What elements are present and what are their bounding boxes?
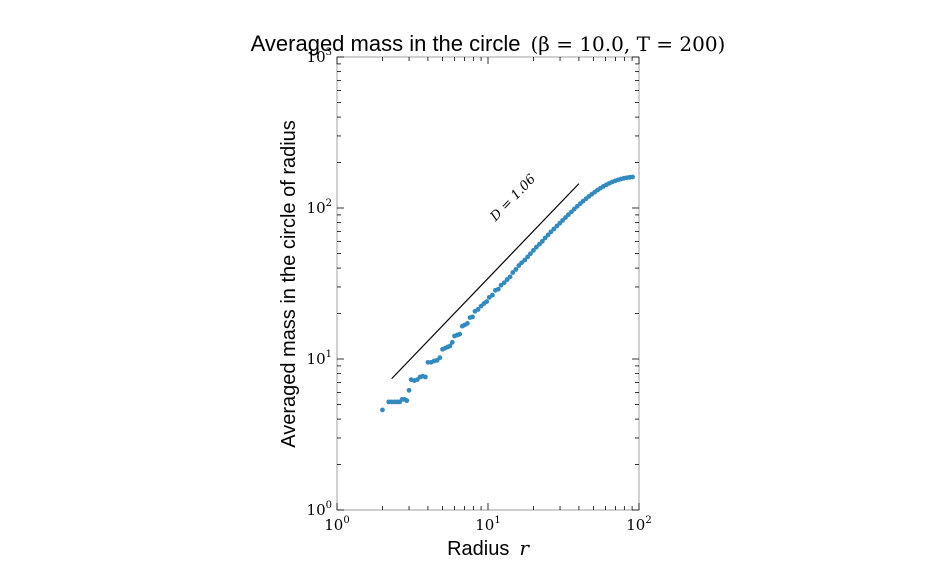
data-point — [525, 254, 531, 260]
y-axis-label: Averaged mass in the circle of radius — [278, 120, 300, 448]
y-tick-label-base: 10 — [307, 48, 326, 66]
y-tick-label: 100 — [307, 500, 332, 519]
y-tick-label-base: 10 — [307, 501, 326, 519]
slope-annotation: D = 1.06 — [487, 172, 539, 225]
data-point — [510, 270, 516, 275]
y-tick-label-base: 10 — [307, 350, 326, 368]
x-tick-label: 101 — [475, 515, 500, 534]
x-tick-label-base: 10 — [324, 516, 343, 534]
y-tick-label-exponent: 0 — [326, 500, 332, 511]
data-point — [531, 247, 536, 253]
data-point — [380, 407, 385, 413]
chart-title-math: (β = 10.0, T = 200) — [530, 32, 725, 56]
data-point — [630, 174, 635, 180]
y-tick-label-exponent: 3 — [326, 47, 332, 58]
data-point — [551, 226, 557, 232]
data-point — [501, 280, 507, 286]
x-tick-label: 102 — [626, 515, 651, 534]
x-axis-label-math: r — [519, 536, 530, 560]
data-point — [542, 235, 548, 241]
x-axis-label-text: Radius — [447, 538, 509, 560]
data-point — [537, 241, 542, 247]
y-tick-label: 101 — [307, 349, 332, 368]
data-point — [404, 398, 410, 404]
data-point — [528, 251, 533, 257]
x-tick-label-exponent: 2 — [645, 515, 651, 526]
data-point — [447, 343, 453, 349]
data-point — [563, 215, 568, 220]
chart-title-text: Averaged mass in the circle — [251, 31, 521, 56]
y-tick-label-exponent: 1 — [326, 349, 332, 360]
data-point — [449, 339, 455, 345]
data-point — [522, 257, 528, 263]
data-point — [513, 267, 519, 272]
x-tick-label-exponent: 1 — [494, 515, 500, 526]
data-point — [545, 232, 551, 238]
data-point — [490, 292, 495, 298]
y-tick-label-base: 10 — [307, 199, 326, 217]
data-point — [484, 299, 490, 304]
data-point — [464, 321, 470, 326]
data-points — [380, 174, 635, 413]
data-point — [539, 238, 545, 244]
chart-title: Averaged mass in the circle (β = 10.0, T… — [251, 31, 726, 56]
x-tick-label-base: 10 — [475, 516, 494, 534]
x-axis-label: Radius r — [447, 536, 530, 560]
axis-ticks — [336, 56, 640, 511]
data-point — [457, 331, 463, 337]
data-point — [507, 274, 513, 280]
y-tick-label-exponent: 2 — [326, 198, 332, 209]
x-tick-label-exponent: 0 — [343, 515, 349, 526]
x-tick-label: 100 — [324, 515, 349, 534]
x-tick-label-base: 10 — [626, 516, 645, 534]
plot-frame — [336, 56, 640, 511]
data-point — [495, 286, 501, 292]
data-point — [475, 307, 481, 312]
data-point — [406, 387, 412, 393]
data-point — [548, 229, 554, 235]
slope-reference-line — [391, 183, 580, 380]
data-point — [437, 355, 443, 361]
data-point — [533, 244, 539, 250]
data-point — [423, 374, 428, 380]
y-tick-label: 102 — [307, 198, 332, 217]
y-tick-label: 103 — [307, 47, 332, 66]
data-point — [470, 314, 475, 320]
